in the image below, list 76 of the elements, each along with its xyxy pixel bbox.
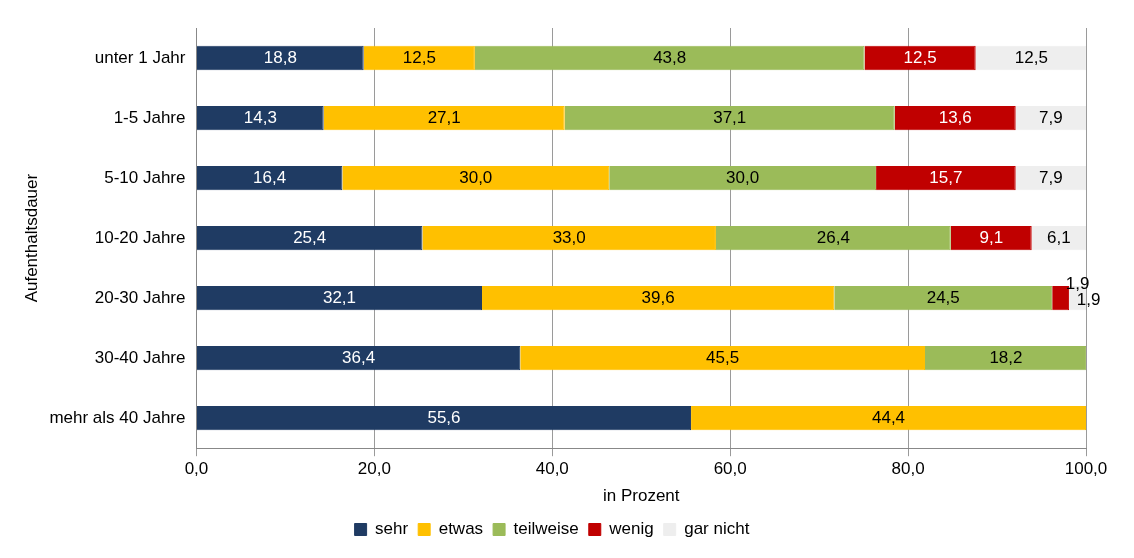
y-tick-label: 5-10 Jahre [104,167,186,187]
y-tick-label: 20-30 Jahre [94,287,186,307]
y-tick-label: 30-40 Jahre [94,347,186,367]
data-label: 27,1 [427,107,461,127]
bar [691,406,1086,431]
legend-label: wenig [608,519,654,539]
data-label: 26,4 [816,227,850,247]
bar [323,105,565,131]
legend-label: etwas [438,519,484,539]
bar [196,346,521,371]
legend-label: sehr [375,519,409,539]
bar [196,45,364,71]
x-tick-label: 0,0 [184,459,209,479]
x-tick-label: 80,0 [891,459,925,479]
data-label: 6,1 [1047,227,1071,247]
data-label: 36,4 [342,347,376,367]
bar [474,45,865,71]
bar [715,225,951,251]
bar [196,105,324,131]
bar [342,165,610,191]
bar [975,45,1086,71]
data-label: 12,5 [1014,47,1048,67]
data-label: 30,0 [459,167,493,187]
data-label: 32,1 [322,287,357,307]
data-label: 25,4 [293,227,327,247]
data-label: 12,5 [903,47,937,67]
y-tick-label: 10-20 Jahre [94,227,186,247]
bar [196,165,343,191]
data-label: 39,6 [641,287,675,307]
legend-label: gar nicht [684,519,750,539]
data-label: 43,8 [653,47,687,67]
data-label: 45,5 [706,347,740,367]
y-axis-title: Aufenthaltsdauer [21,173,41,303]
data-label: 1,9 [1065,273,1090,293]
x-tick-label: 100,0 [1064,459,1108,479]
data-label: 7,9 [1039,107,1063,127]
legend-label: teilweise [513,519,579,539]
bar [196,285,483,311]
data-label: 37,1 [713,107,747,127]
data-label: 15,7 [929,167,963,187]
data-label: 18,8 [263,47,297,67]
x-tick-label: 40,0 [535,459,569,479]
data-label: 55,6 [427,407,461,427]
data-label: 14,3 [243,107,277,127]
x-tick-label: 20,0 [357,459,391,479]
data-label: 7,9 [1039,167,1063,187]
bar [894,105,1016,131]
bar [196,225,423,251]
data-label: 16,4 [253,167,287,187]
bar [196,406,692,431]
bar [1015,105,1086,131]
bar [876,165,1016,191]
bar [864,45,976,71]
bar [950,225,1032,251]
x-axis-title: in Prozent [602,486,680,506]
bar [924,346,1086,371]
data-label: 44,4 [871,407,906,427]
data-label: 24,5 [926,287,960,307]
bar [609,165,877,191]
y-tick-label: 1-5 Jahre [113,107,186,127]
bar [520,346,925,371]
x-tick-label: 60,0 [713,459,747,479]
y-tick-label: mehr als 40 Jahre [49,407,186,427]
data-label: 9,1 [979,227,1004,247]
data-label: 18,2 [989,347,1023,367]
bar [1015,165,1086,191]
bar [422,225,716,251]
data-label: 33,0 [552,227,586,247]
bar [363,45,475,71]
bar [482,285,835,311]
data-label: 12,5 [402,47,436,67]
y-tick-label: unter 1 Jahr [94,47,186,67]
bar [834,285,1053,311]
data-label: 30,0 [726,167,760,187]
data-label: 13,6 [938,107,972,127]
bar [564,105,895,131]
